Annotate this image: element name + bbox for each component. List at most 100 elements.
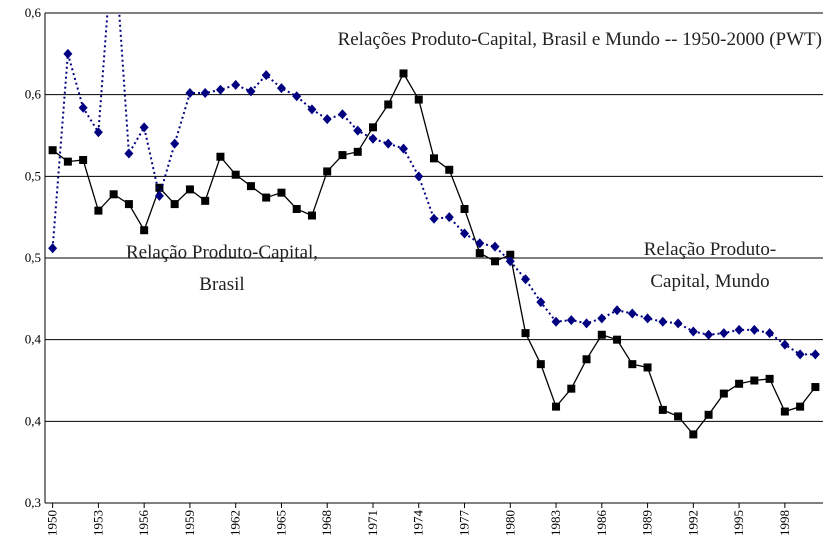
x-tick-label: 1965 <box>273 510 288 536</box>
data-point <box>765 328 775 339</box>
y-tick-label: 0,3 <box>25 495 41 510</box>
data-point <box>323 167 332 176</box>
data-point <box>444 212 454 223</box>
data-point <box>368 123 377 132</box>
x-tick-label: 1992 <box>685 510 700 536</box>
data-point <box>79 156 88 164</box>
x-tick-label: 1998 <box>777 510 792 536</box>
data-point <box>521 329 530 338</box>
data-point <box>536 297 546 308</box>
data-point <box>277 188 286 197</box>
x-tick-label: 1989 <box>640 510 655 536</box>
x-tick-label: 1962 <box>228 510 243 536</box>
data-point <box>93 127 103 138</box>
y-tick-label: 0,5 <box>25 250 41 265</box>
x-tick-label: 1971 <box>365 510 380 536</box>
data-point <box>78 102 88 113</box>
x-tick-label: 1980 <box>502 510 517 536</box>
y-tick-label: 0,6 <box>25 5 42 20</box>
annotation: Relação Produto-Capital, <box>126 242 318 263</box>
data-point <box>750 376 759 385</box>
chart-title: Relações Produto-Capital, Brasil e Mundo… <box>338 29 822 50</box>
data-point <box>170 200 179 209</box>
data-point <box>414 171 424 182</box>
data-point <box>643 363 652 372</box>
annotation: Relação Produto- <box>644 239 776 260</box>
data-point <box>231 79 241 90</box>
data-point <box>353 125 363 136</box>
x-tick-label: 1983 <box>548 510 563 536</box>
x-tick-label: 1950 <box>45 510 60 536</box>
data-point <box>551 316 561 327</box>
data-point <box>383 138 393 149</box>
data-point <box>414 95 423 104</box>
x-tick-label: 1968 <box>319 510 334 536</box>
data-point <box>154 190 164 201</box>
x-tick-label: 1959 <box>182 510 197 536</box>
data-point <box>719 328 729 339</box>
data-point <box>689 430 698 439</box>
data-point <box>628 360 637 369</box>
data-point <box>140 226 149 235</box>
data-point <box>719 389 728 398</box>
data-point <box>536 360 545 369</box>
data-point <box>246 182 255 191</box>
data-point <box>429 213 439 224</box>
y-tick-label: 0,6 <box>25 87 42 102</box>
data-point <box>460 205 469 213</box>
data-point <box>155 183 164 192</box>
data-point <box>521 274 531 285</box>
data-point <box>216 152 225 161</box>
data-point <box>262 193 271 202</box>
data-point <box>810 349 820 360</box>
data-point <box>597 313 607 324</box>
data-point <box>704 410 713 419</box>
data-point <box>582 355 591 364</box>
x-tick-label: 1953 <box>90 510 105 536</box>
data-point <box>276 83 286 94</box>
data-point <box>337 109 347 120</box>
data-point <box>200 88 210 99</box>
data-point <box>704 329 714 340</box>
data-point <box>231 170 240 179</box>
data-point <box>185 88 195 99</box>
annotation: Brasil <box>199 274 244 295</box>
data-point <box>94 206 103 215</box>
data-point <box>567 384 576 393</box>
data-point <box>215 84 225 95</box>
data-point <box>124 200 133 209</box>
data-point <box>353 147 362 156</box>
data-point <box>398 143 408 154</box>
data-point <box>597 330 606 339</box>
data-point <box>399 69 408 78</box>
data-point <box>505 256 515 267</box>
data-point <box>124 148 134 159</box>
data-point <box>552 402 561 411</box>
data-point <box>796 402 805 411</box>
data-point <box>811 383 820 392</box>
data-point <box>292 91 302 102</box>
data-point <box>63 157 72 166</box>
data-point <box>658 405 667 414</box>
x-tick-label: 1956 <box>136 510 151 537</box>
data-point <box>170 138 180 149</box>
y-tick-label: 0,5 <box>25 168 41 183</box>
data-point <box>749 324 759 335</box>
data-point <box>338 151 347 160</box>
data-point <box>307 104 317 115</box>
data-point <box>582 318 592 329</box>
annotation: Capital, Mundo <box>650 271 769 292</box>
data-point <box>674 412 683 421</box>
data-point <box>688 326 698 337</box>
data-point <box>246 86 256 97</box>
data-point <box>765 374 774 383</box>
data-point <box>322 114 332 125</box>
data-point <box>673 318 683 329</box>
data-point <box>475 238 485 249</box>
x-tick-label: 1977 <box>457 510 472 537</box>
data-point <box>48 146 57 155</box>
data-point <box>384 100 393 109</box>
x-tick-label: 1995 <box>731 510 746 536</box>
data-point <box>735 379 744 388</box>
data-point <box>506 250 515 259</box>
